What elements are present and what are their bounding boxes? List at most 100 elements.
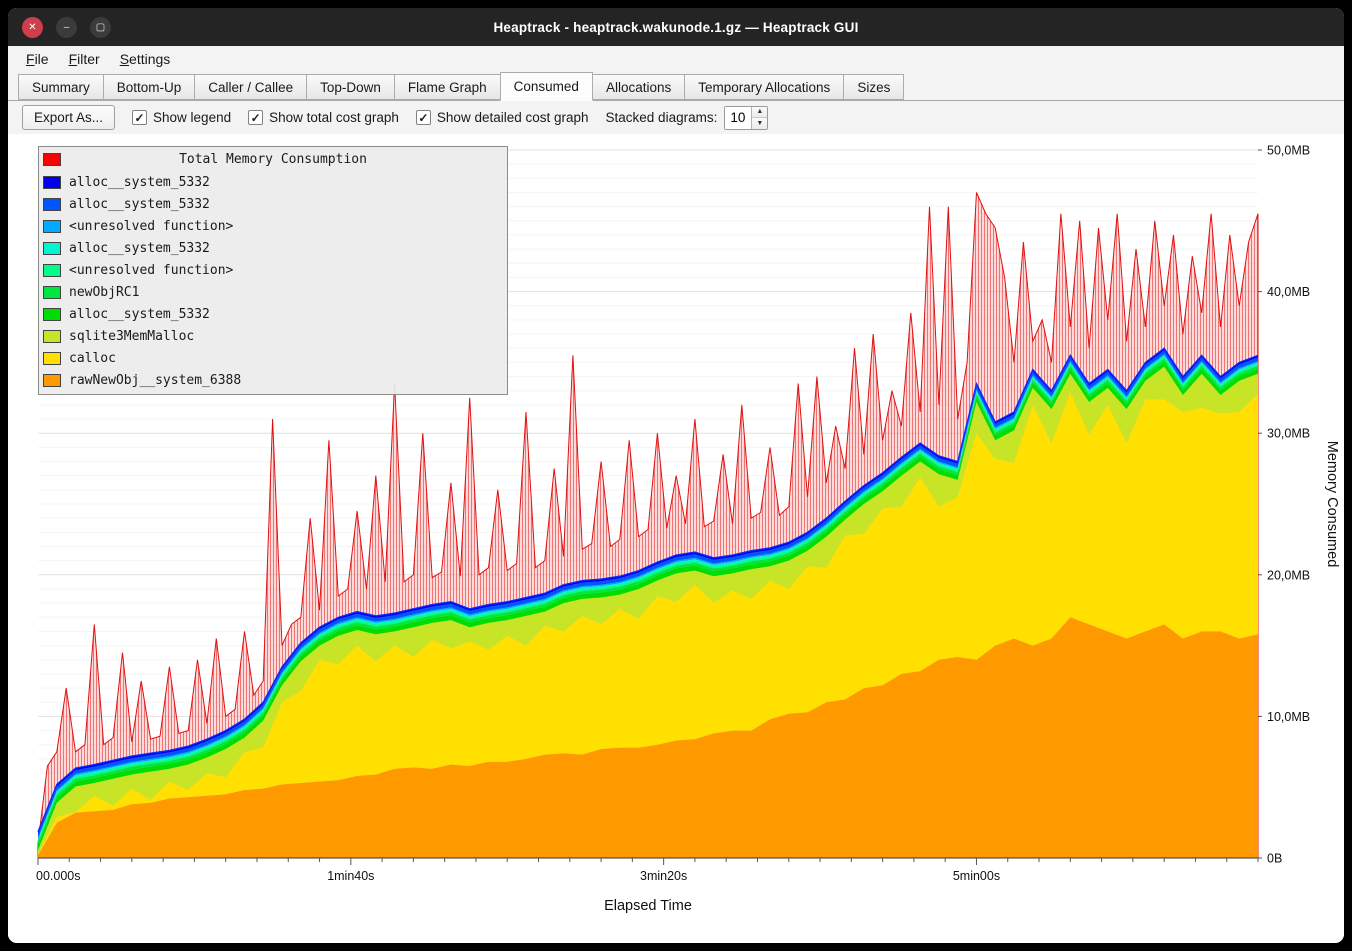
- legend-item: alloc__system_5332: [39, 171, 507, 193]
- chart-legend: Total Memory Consumption alloc__system_53…: [38, 146, 508, 395]
- legend-item-label: alloc__system_5332: [69, 196, 210, 212]
- legend-swatch: [43, 307, 61, 321]
- check-icon: ✓: [250, 110, 261, 125]
- x-tick-label: 1min40s: [327, 869, 374, 883]
- legend-item-label: newObjRC1: [69, 284, 140, 300]
- stacked-diagrams-input[interactable]: [725, 106, 752, 129]
- spin-up-button[interactable]: ▲: [752, 106, 768, 118]
- legend-item-label: alloc__system_5332: [69, 174, 210, 190]
- legend-swatch-total: [43, 153, 61, 166]
- export-as-button[interactable]: Export As...: [22, 105, 116, 130]
- x-tick-label: 00.000s: [36, 869, 80, 883]
- legend-swatch: [43, 219, 61, 233]
- spin-buttons: ▲ ▼: [751, 106, 768, 129]
- minimize-button[interactable]: –: [56, 16, 77, 38]
- show-legend-checkbox[interactable]: ✓: [132, 110, 148, 125]
- show-legend-option: ✓ Show legend: [132, 110, 231, 125]
- spin-up-icon: ▲: [756, 108, 764, 116]
- menu-filter[interactable]: Filter: [68, 51, 100, 67]
- y-tick-label: 30,0MB: [1267, 427, 1310, 441]
- legend-item: alloc__system_5332: [39, 193, 507, 215]
- stacked-diagrams-label: Stacked diagrams:: [605, 110, 718, 125]
- tab-caller-callee[interactable]: Caller / Callee: [194, 74, 307, 100]
- legend-swatch: [43, 263, 61, 277]
- y-tick-label: 0B: [1267, 852, 1282, 866]
- tab-consumed[interactable]: Consumed: [499, 72, 593, 101]
- menubar: File Filter Settings: [8, 46, 1344, 72]
- check-icon: ✓: [418, 110, 429, 125]
- close-icon: ✕: [28, 21, 37, 33]
- legend-swatch: [43, 373, 61, 387]
- show-legend-label[interactable]: Show legend: [153, 110, 232, 125]
- show-detailed-cost-option: ✓ Show detailed cost graph: [415, 110, 589, 125]
- legend-item-label: rawNewObj__system_6388: [69, 372, 242, 388]
- legend-item: calloc: [39, 347, 507, 369]
- spin-down-icon: ▼: [756, 119, 764, 127]
- show-detailed-cost-label[interactable]: Show detailed cost graph: [436, 110, 589, 125]
- tabbar: Summary Bottom-Up Caller / Callee Top-Do…: [8, 72, 1344, 101]
- legend-item-label: alloc__system_5332: [69, 306, 210, 322]
- menu-file[interactable]: File: [26, 51, 49, 67]
- memory-consumption-chart[interactable]: 0B 10,0MB 20,0MB 30,0MB 40,0MB 50,0MB 00.000s 1…: [8, 140, 1344, 930]
- legend-item: newObjRC1: [39, 281, 507, 303]
- series-area-1: [38, 392, 1258, 856]
- x-axis-title: Elapsed Time: [604, 898, 692, 914]
- series-area-0: [38, 617, 1258, 858]
- maximize-button[interactable]: ▢: [90, 16, 111, 38]
- legend-item: alloc__system_5332: [39, 237, 507, 259]
- y-tick-label: 50,0MB: [1267, 144, 1310, 158]
- heaptrack-window: ✕ – ▢ Heaptrack - heaptrack.wakunode.1.g…: [8, 8, 1344, 943]
- y-tick-label: 40,0MB: [1267, 285, 1310, 299]
- legend-item: sqlite3MemMalloc: [39, 325, 507, 347]
- window-title: Heaptrack - heaptrack.wakunode.1.gz — He…: [493, 19, 859, 35]
- y-tick-label: 10,0MB: [1267, 710, 1310, 724]
- show-total-cost-checkbox[interactable]: ✓: [248, 110, 264, 125]
- x-tick-label: 5min00s: [953, 869, 1000, 883]
- legend-item: rawNewObj__system_6388: [39, 369, 507, 391]
- tab-summary[interactable]: Summary: [18, 74, 103, 100]
- legend-swatch: [43, 241, 61, 255]
- legend-item-label: <unresolved function>: [69, 218, 234, 234]
- show-detailed-cost-checkbox[interactable]: ✓: [415, 110, 431, 125]
- legend-swatch: [43, 285, 61, 299]
- check-icon: ✓: [134, 110, 145, 125]
- legend-title: Total Memory Consumption: [39, 149, 507, 171]
- tab-sizes[interactable]: Sizes: [843, 74, 905, 100]
- close-button[interactable]: ✕: [22, 16, 43, 38]
- menu-settings[interactable]: Settings: [119, 51, 171, 67]
- legend-swatch: [43, 175, 61, 189]
- legend-swatch: [43, 351, 61, 365]
- show-total-cost-label[interactable]: Show total cost graph: [269, 110, 399, 125]
- tab-top-down[interactable]: Top-Down: [306, 74, 394, 100]
- y-tick-label: 20,0MB: [1267, 568, 1310, 582]
- stacked-diagrams-spinbox: ▲ ▼: [724, 105, 769, 130]
- spin-down-button[interactable]: ▼: [752, 118, 768, 129]
- legend-item: <unresolved function>: [39, 259, 507, 281]
- tab-bottom-up[interactable]: Bottom-Up: [102, 74, 195, 100]
- legend-title-label: Total Memory Consumption: [179, 152, 367, 167]
- tab-flame-graph[interactable]: Flame Graph: [393, 74, 500, 100]
- maximize-icon: ▢: [95, 21, 106, 33]
- stack-top-line: [37, 347, 1259, 833]
- legend-swatch: [43, 329, 61, 343]
- legend-item: alloc__system_5332: [39, 303, 507, 325]
- titlebar: ✕ – ▢ Heaptrack - heaptrack.wakunode.1.g…: [8, 8, 1344, 46]
- minimize-icon: –: [63, 21, 70, 33]
- legend-item-label: <unresolved function>: [69, 262, 234, 278]
- legend-swatch: [43, 197, 61, 211]
- tab-temporary-allocations[interactable]: Temporary Allocations: [684, 74, 844, 100]
- stacked-diagrams-control: Stacked diagrams: ▲ ▼: [605, 105, 769, 130]
- series-area-2: [38, 366, 1258, 855]
- legend-item-label: sqlite3MemMalloc: [69, 328, 195, 344]
- show-total-cost-option: ✓ Show total cost graph: [248, 110, 399, 125]
- x-tick-label: 3min20s: [640, 869, 687, 883]
- y-axis-title: Memory Consumed: [1324, 441, 1340, 568]
- tab-allocations[interactable]: Allocations: [592, 74, 685, 100]
- legend-item-label: alloc__system_5332: [69, 240, 210, 256]
- window-controls: ✕ – ▢: [22, 8, 111, 46]
- toolbar: Export As... ✓ Show legend ✓ Show total …: [8, 101, 1344, 134]
- legend-item-label: calloc: [69, 350, 116, 366]
- chart-area: 0B 10,0MB 20,0MB 30,0MB 40,0MB 50,0MB 00.000s 1…: [8, 134, 1344, 943]
- legend-item: <unresolved function>: [39, 215, 507, 237]
